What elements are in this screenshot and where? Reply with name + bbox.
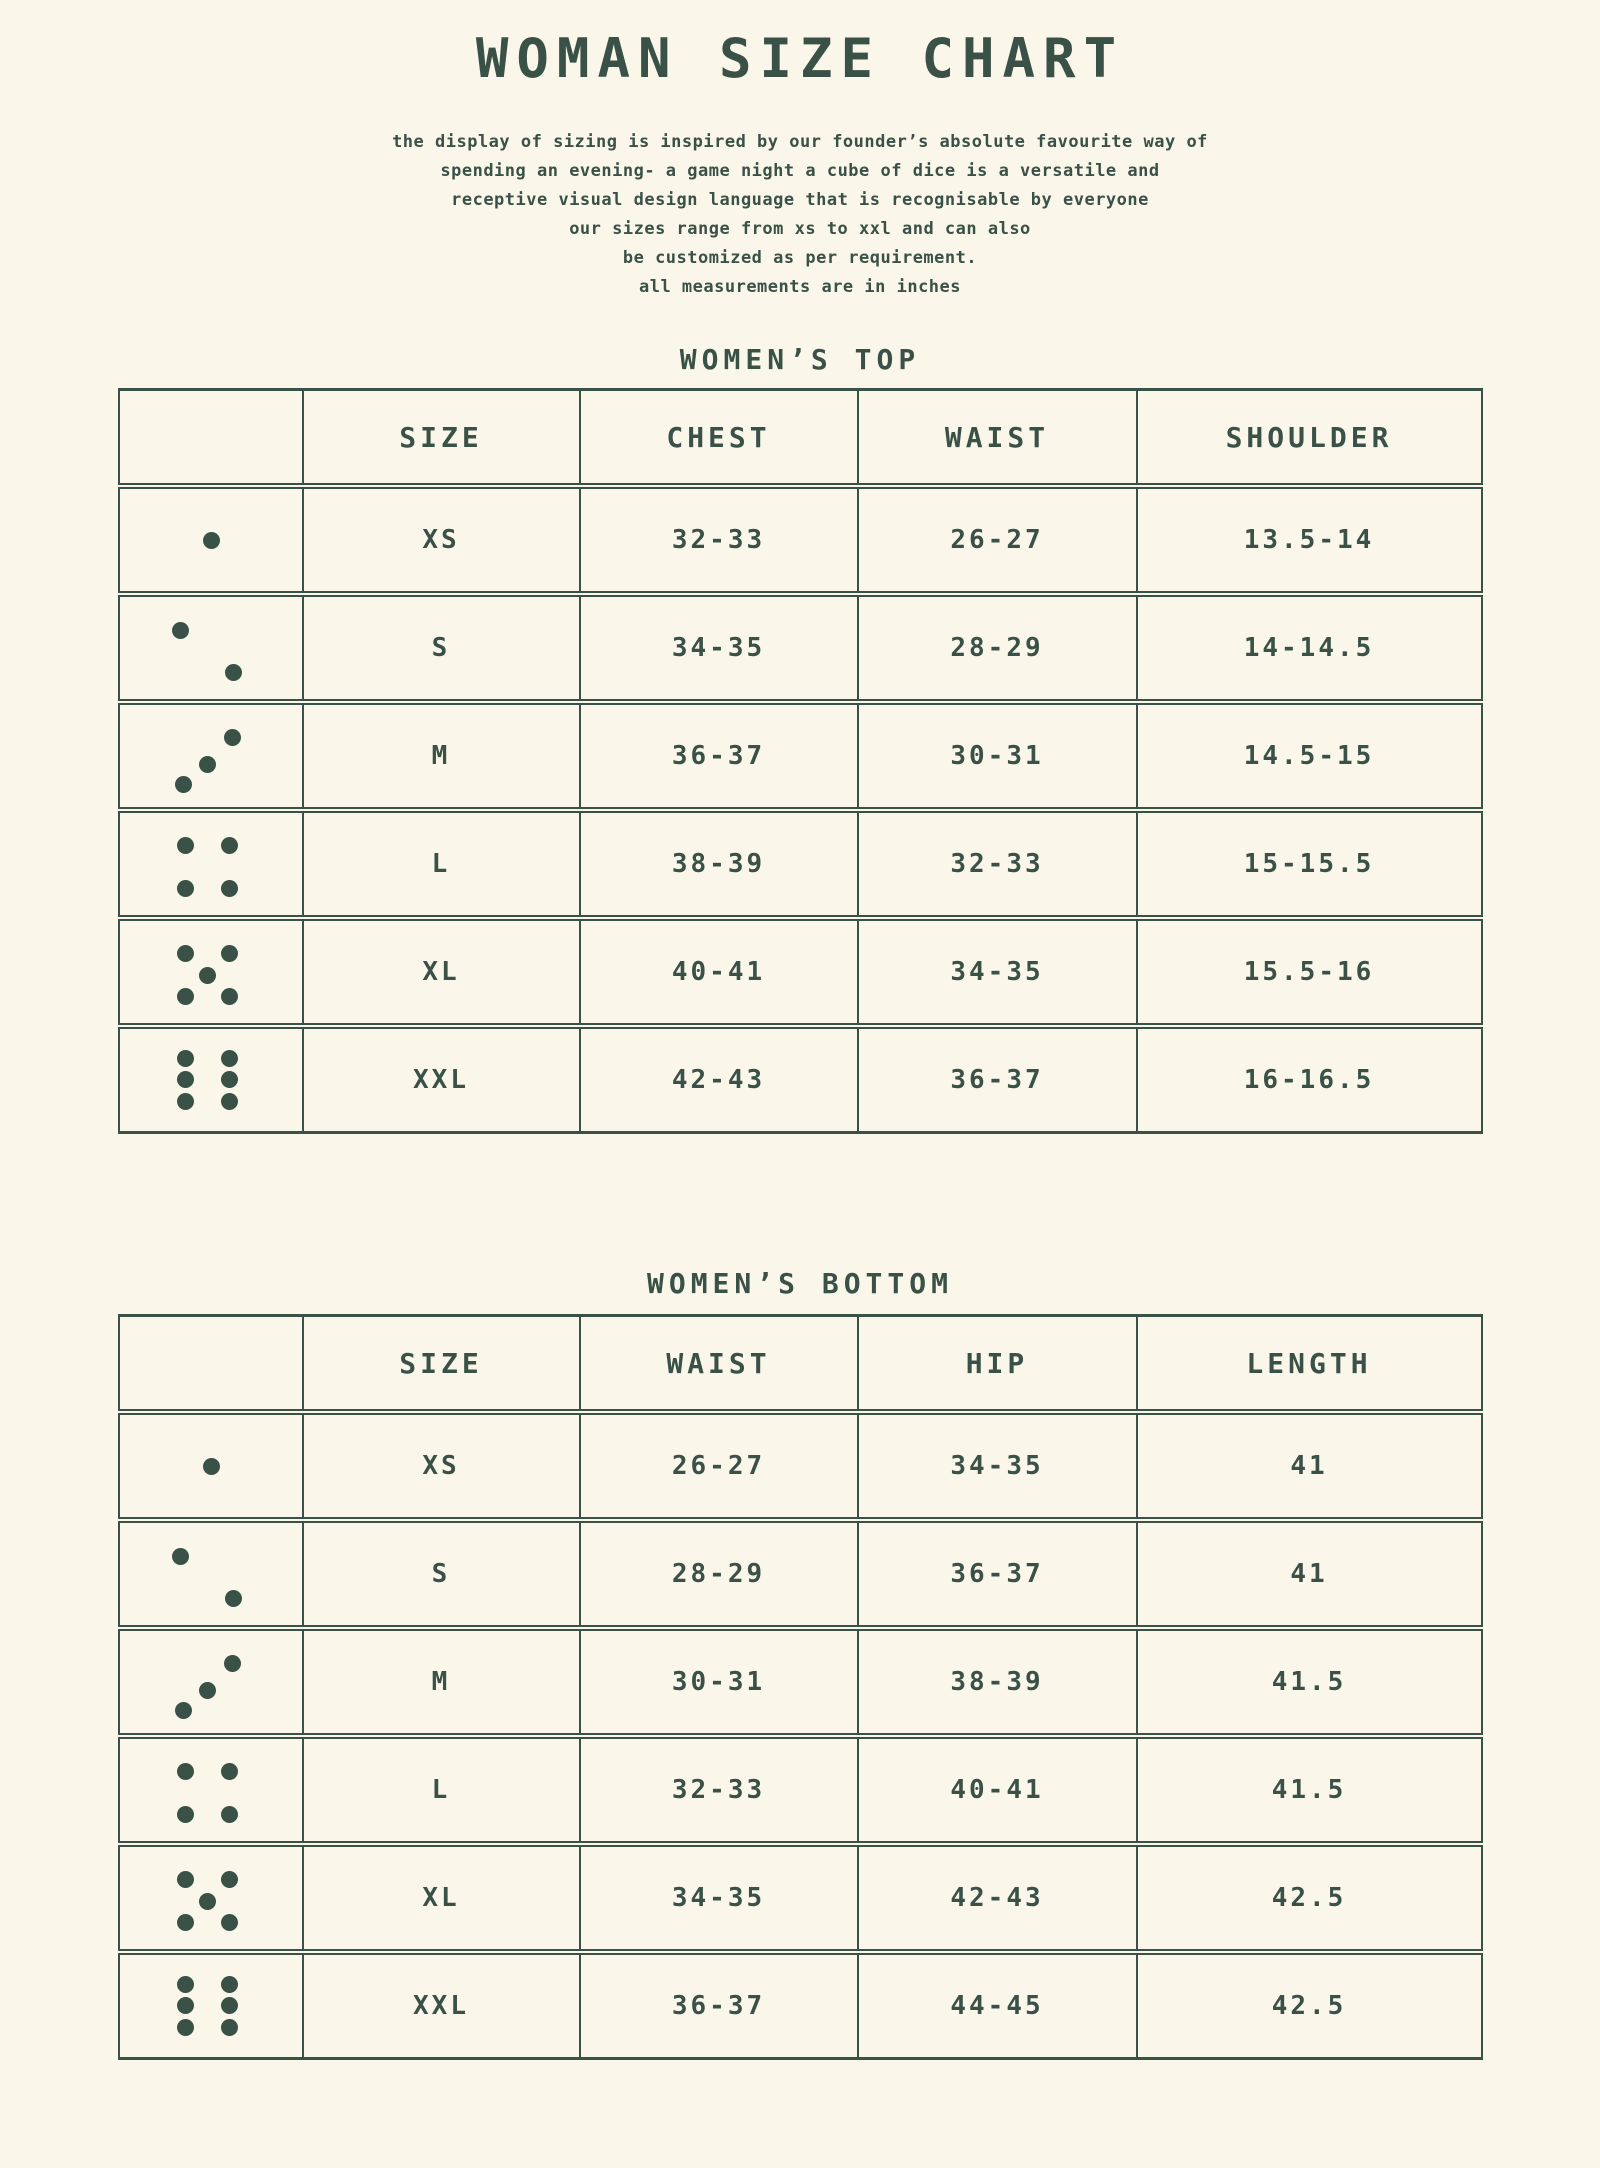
intro-line: the display of sizing is inspired by our… (392, 132, 1208, 152)
measurement-value: 26-27 (859, 489, 1138, 591)
measurement-value: 44-45 (859, 1955, 1138, 2057)
table-header-row: SIZE WAIST HIP LENGTH (117, 1314, 1483, 1411)
table-row: S 28-29 36-37 41 (117, 1521, 1483, 1627)
size-label: XXL (304, 1955, 581, 2057)
measurement-value: 14.5-15 (1243, 741, 1375, 771)
dice-face-2-icon (163, 1526, 259, 1622)
dice-face-3-icon (163, 708, 259, 804)
measurement-value: 30-31 (581, 1631, 859, 1733)
column-header: HIP (859, 1317, 1138, 1409)
measurement-value: 15.5-16 (1243, 957, 1375, 987)
column-header: SHOULDER (1225, 420, 1393, 454)
intro-line: receptive visual design language that is… (451, 190, 1149, 210)
intro-line: spending an evening- a game night a cube… (440, 161, 1160, 181)
dice-column-header (120, 391, 304, 483)
size-label: L (304, 1739, 581, 1841)
size-label: M (304, 705, 581, 807)
womens-top-table: SIZE CHEST WAIST SHOULDER XS 32-33 26-27… (117, 388, 1483, 1134)
table-header-row: SIZE CHEST WAIST SHOULDER (117, 388, 1483, 485)
size-label: L (304, 813, 581, 915)
measurement-value: 34-35 (859, 1415, 1138, 1517)
measurement-value: 41.5 (1271, 1667, 1347, 1697)
measurement-value: 42.5 (1271, 1883, 1347, 1913)
column-header: WAIST (859, 391, 1138, 483)
measurement-value: 36-37 (859, 1029, 1138, 1131)
measurement-value: 36-37 (581, 1955, 859, 2057)
measurement-value: 13.5-14 (1243, 525, 1375, 555)
measurement-value: 36-37 (581, 705, 859, 807)
measurement-value: 28-29 (859, 597, 1138, 699)
column-header: CHEST (581, 391, 859, 483)
measurement-value: 34-35 (581, 597, 859, 699)
measurement-value: 28-29 (581, 1523, 859, 1625)
measurement-value: 40-41 (859, 1739, 1138, 1841)
dice-face-6-icon (163, 1958, 259, 2054)
measurement-value: 34-35 (859, 921, 1138, 1023)
dice-face-1-icon (163, 492, 259, 588)
measurement-value: 32-33 (581, 1739, 859, 1841)
measurement-value: 40-41 (581, 921, 859, 1023)
dice-face-3-icon (163, 1634, 259, 1730)
measurement-value: 42-43 (581, 1029, 859, 1131)
intro-line: all measurements are in inches (638, 277, 962, 297)
size-label: S (304, 1523, 581, 1625)
column-header: LENGTH (1246, 1346, 1372, 1380)
measurement-value: 26-27 (581, 1415, 859, 1517)
table-row: L 32-33 40-41 41.5 (117, 1737, 1483, 1843)
dice-face-4-icon (163, 1742, 259, 1838)
intro-line: be customized as per requirement. (622, 248, 978, 268)
measurement-value: 32-33 (859, 813, 1138, 915)
size-label: XL (304, 1847, 581, 1949)
measurement-value: 15-15.5 (1243, 849, 1375, 879)
table-row: M 30-31 38-39 41.5 (117, 1629, 1483, 1735)
column-header: SIZE (304, 1317, 581, 1409)
measurement-value: 42.5 (1271, 1991, 1347, 2021)
column-header: WAIST (581, 1317, 859, 1409)
table-row: XL 34-35 42-43 42.5 (117, 1845, 1483, 1951)
table-row: S 34-35 28-29 14-14.5 (117, 595, 1483, 701)
size-label: XXL (304, 1029, 581, 1131)
size-label: XL (304, 921, 581, 1023)
measurement-value: 16-16.5 (1243, 1065, 1375, 1095)
section-heading-womens-bottom: WOMEN’S BOTTOM (646, 1267, 953, 1300)
table-row: XL 40-41 34-35 15.5-16 (117, 919, 1483, 1025)
measurement-value: 38-39 (581, 813, 859, 915)
dice-face-2-icon (163, 600, 259, 696)
section-heading-womens-top: WOMEN’S TOP (679, 343, 921, 376)
measurement-value: 14-14.5 (1243, 633, 1375, 663)
table-row: XXL 36-37 44-45 42.5 (117, 1953, 1483, 2060)
dice-face-5-icon (163, 924, 259, 1020)
measurement-value: 38-39 (859, 1631, 1138, 1733)
table-row: XXL 42-43 36-37 16-16.5 (117, 1027, 1483, 1134)
measurement-value: 41 (1290, 1451, 1328, 1481)
table-row: M 36-37 30-31 14.5-15 (117, 703, 1483, 809)
dice-face-1-icon (163, 1418, 259, 1514)
measurement-value: 36-37 (859, 1523, 1138, 1625)
column-header: SIZE (304, 391, 581, 483)
table-row: XS 26-27 34-35 41 (117, 1413, 1483, 1519)
size-label: XS (304, 1415, 581, 1517)
womens-bottom-table: SIZE WAIST HIP LENGTH XS 26-27 34-35 41 … (117, 1314, 1483, 2060)
size-label: M (304, 1631, 581, 1733)
measurement-value: 41.5 (1271, 1775, 1347, 1805)
page-title: WOMAN SIZE CHART (475, 27, 1125, 90)
dice-column-header (120, 1317, 304, 1409)
intro-line: our sizes range from xs to xxl and can a… (569, 219, 1031, 239)
measurement-value: 34-35 (581, 1847, 859, 1949)
dice-face-4-icon (163, 816, 259, 912)
size-label: S (304, 597, 581, 699)
intro-text: the display of sizing is inspired by our… (0, 128, 1600, 302)
table-row: L 38-39 32-33 15-15.5 (117, 811, 1483, 917)
table-row: XS 32-33 26-27 13.5-14 (117, 487, 1483, 593)
dice-face-5-icon (163, 1850, 259, 1946)
measurement-value: 30-31 (859, 705, 1138, 807)
measurement-value: 41 (1290, 1559, 1328, 1589)
measurement-value: 42-43 (859, 1847, 1138, 1949)
measurement-value: 32-33 (581, 489, 859, 591)
size-label: XS (304, 489, 581, 591)
dice-face-6-icon (163, 1032, 259, 1128)
